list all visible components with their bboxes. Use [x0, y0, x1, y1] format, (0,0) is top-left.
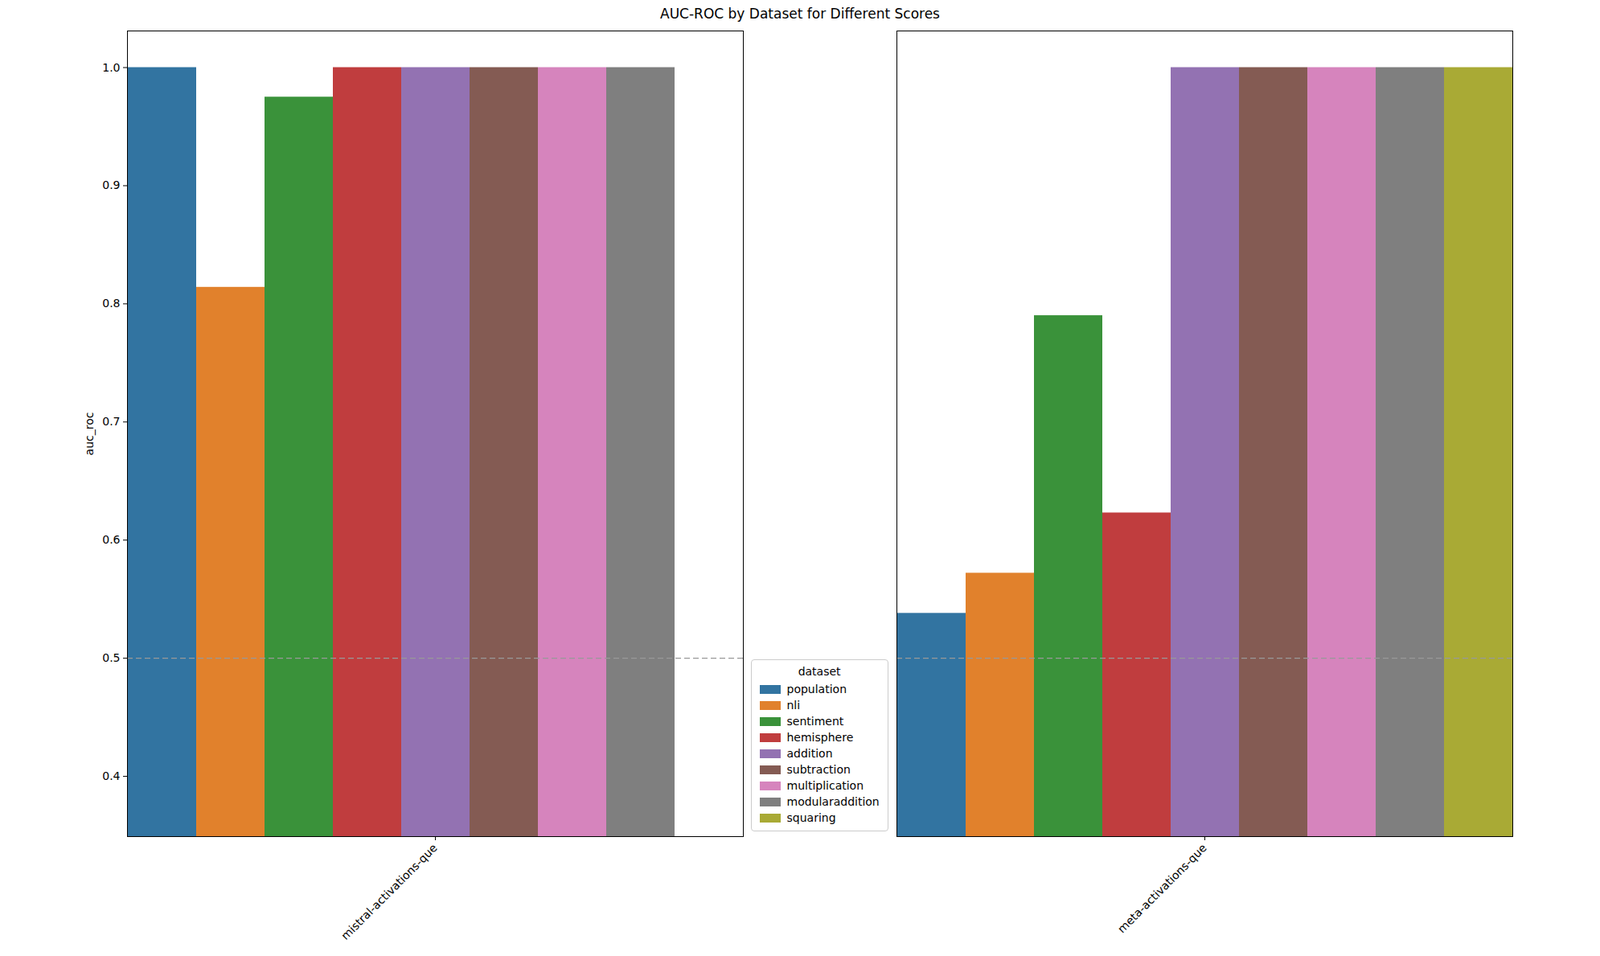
- svg-text:0.4: 0.4: [102, 769, 120, 783]
- html-text:subtraction: subtraction: [786, 763, 851, 776]
- svg-text:mistral-activations-que: mistral-activations-que: [338, 841, 440, 943]
- html-text:population: population: [786, 682, 847, 696]
- html-text:modularaddition: modularaddition: [786, 795, 880, 809]
- html-text:sentiment: sentiment: [786, 714, 844, 728]
- svg-text:0.6: 0.6: [102, 533, 120, 546]
- svg-text:meta-activations-que: meta-activations-que: [1115, 841, 1210, 936]
- html-text:addition: addition: [786, 746, 833, 760]
- html-text:hemisphere: hemisphere: [786, 730, 854, 744]
- svg-text:0.9: 0.9: [102, 178, 120, 192]
- html-text:dataset: dataset: [798, 664, 841, 678]
- html-text:squaring: squaring: [786, 811, 836, 825]
- svg-text:0.5: 0.5: [102, 651, 120, 665]
- svg-text:0.8: 0.8: [102, 296, 120, 310]
- html-text:multiplication: multiplication: [786, 779, 864, 792]
- svg-text:auc_roc: auc_roc: [82, 412, 96, 456]
- html-text:AUC-ROC by Dataset for Differe: AUC-ROC by Dataset for Different Scores: [660, 5, 940, 22]
- svg-text:0.7: 0.7: [102, 414, 120, 428]
- svg-text:1.0: 1.0: [102, 61, 120, 74]
- html-text:nli: nli: [786, 698, 801, 712]
